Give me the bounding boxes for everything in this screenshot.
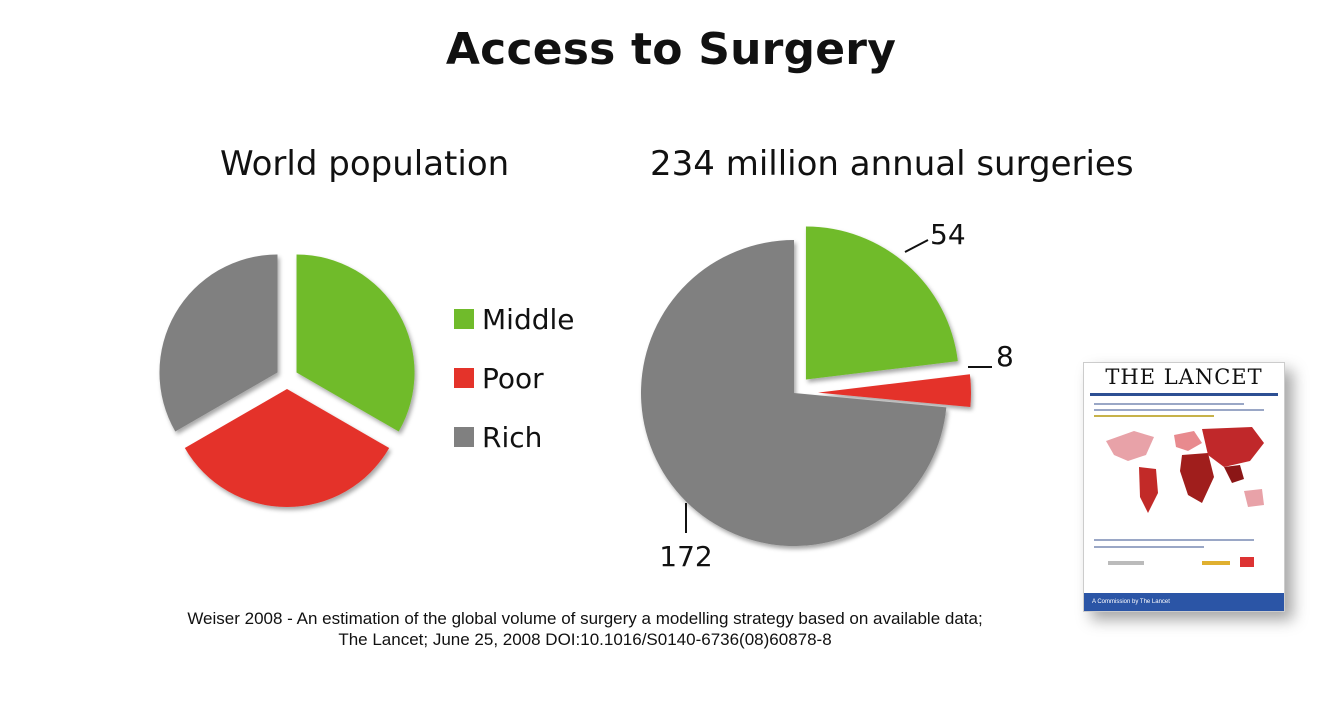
cover-text-line — [1094, 539, 1254, 541]
pie-world-population — [159, 254, 415, 508]
citation: Weiser 2008 - An estimation of the globa… — [0, 608, 1170, 650]
pie2-data-label-rich: 172 — [659, 540, 712, 573]
pie2-slice-rich — [641, 240, 947, 546]
world-map-icon — [1106, 427, 1264, 513]
cover-logo — [1240, 557, 1254, 567]
legend-label-middle: Middle — [482, 303, 575, 336]
pie2-leader-line — [904, 239, 929, 253]
cover-text-line — [1094, 546, 1204, 548]
cover-footer: A Commission by The Lancet — [1084, 593, 1284, 611]
pie-annual-surgeries — [641, 226, 971, 546]
cover-text-line — [1094, 415, 1214, 417]
legend-swatch-poor — [454, 368, 474, 388]
pie1-slice-poor — [184, 389, 390, 508]
cover-text-line — [1094, 409, 1264, 411]
cover-logo — [1202, 561, 1230, 565]
lancet-cover-image: THE LANCET A Commission by The Lancet — [1083, 362, 1285, 612]
page-title: Access to Surgery — [445, 24, 897, 75]
legend-swatch-middle — [454, 309, 474, 329]
pie1-slice-rich — [159, 254, 278, 432]
cover-masthead: THE LANCET — [1105, 365, 1263, 389]
pie2-slice-poor — [817, 374, 971, 408]
citation-line-2: The Lancet; June 25, 2008 DOI:10.1016/S0… — [338, 630, 832, 649]
pie2-title: 234 million annual surgeries — [650, 144, 1134, 184]
pie2-data-label-middle: 54 — [930, 218, 966, 251]
cover-logo — [1108, 561, 1144, 565]
pie1-title: World population — [220, 144, 510, 184]
pie2-slice-middle — [805, 226, 958, 380]
citation-line-1: Weiser 2008 - An estimation of the globa… — [187, 609, 983, 628]
legend-label-poor: Poor — [482, 362, 544, 395]
cover-rule — [1090, 393, 1278, 396]
cover-text-line — [1094, 403, 1244, 405]
pie2-data-labels: 54 8 172 — [659, 218, 1014, 573]
pie2-data-label-poor: 8 — [996, 340, 1014, 373]
pie1-slice-middle — [296, 254, 415, 432]
legend: Middle Poor Rich — [454, 303, 575, 454]
legend-label-rich: Rich — [482, 421, 542, 454]
legend-swatch-rich — [454, 427, 474, 447]
